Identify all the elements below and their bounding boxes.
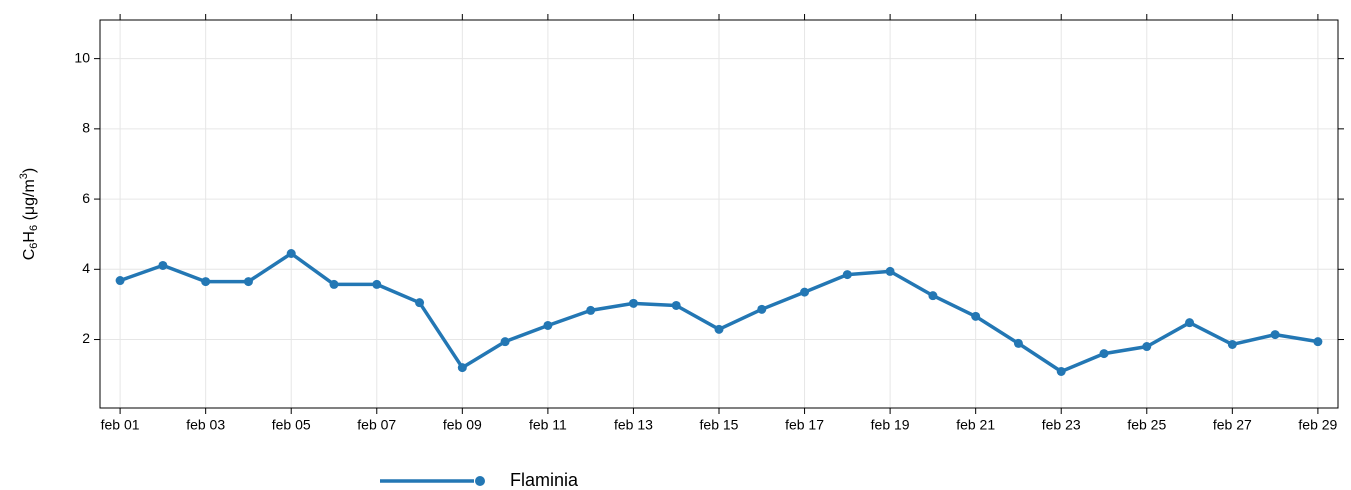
plot-frame — [99, 19, 1339, 409]
point — [671, 300, 681, 310]
point — [372, 279, 382, 289]
y-label-sub: 6 — [28, 225, 40, 231]
legend-label: Flaminia — [510, 470, 579, 490]
point — [1056, 366, 1066, 376]
x-tick-label: feb 09 — [443, 417, 482, 433]
y-tick-label: 6 — [82, 190, 90, 206]
x-tick-label: feb 07 — [357, 417, 396, 433]
y-tick-label: 2 — [82, 330, 90, 346]
point — [115, 276, 125, 286]
point — [1013, 338, 1023, 348]
point — [286, 249, 296, 259]
point — [1313, 337, 1323, 347]
point — [628, 298, 638, 308]
x-tick-label: feb 25 — [1127, 417, 1166, 433]
x-tick-label: feb 01 — [101, 417, 140, 433]
x-tick-label: feb 05 — [272, 417, 311, 433]
y-label-part: H — [21, 231, 38, 243]
x-tick-label: feb 23 — [1042, 417, 1081, 433]
point — [714, 324, 724, 334]
y-tick-label: 4 — [82, 260, 90, 276]
point — [1099, 349, 1109, 359]
x-tick-label: feb 29 — [1298, 417, 1337, 433]
x-tick-label: feb 03 — [186, 417, 225, 433]
x-tick-label: feb 13 — [614, 417, 653, 433]
point — [543, 320, 553, 330]
point — [971, 311, 981, 321]
point — [415, 298, 425, 308]
point — [201, 277, 211, 287]
point — [243, 277, 253, 287]
x-tick-label: feb 19 — [871, 417, 910, 433]
point — [800, 287, 810, 297]
y-label-sub: 6 — [28, 243, 40, 249]
point — [842, 270, 852, 280]
point — [1270, 330, 1280, 340]
point — [1185, 318, 1195, 328]
legend-point — [475, 476, 485, 486]
y-label-part: ) — [21, 168, 38, 173]
y-label-part: C — [21, 249, 38, 261]
x-tick-label: feb 15 — [700, 417, 739, 433]
point — [158, 260, 168, 270]
x-tick-label: feb 11 — [529, 417, 567, 433]
point — [1142, 342, 1152, 352]
point — [329, 279, 339, 289]
point — [885, 266, 895, 276]
point — [1227, 339, 1237, 349]
point — [928, 291, 938, 301]
y-label-sup: 3 — [18, 173, 30, 179]
point — [457, 363, 467, 373]
x-tick-label: feb 21 — [956, 417, 995, 433]
point — [500, 337, 510, 347]
x-tick-label: feb 17 — [785, 417, 824, 433]
point — [757, 304, 767, 314]
x-tick-label: feb 27 — [1213, 417, 1252, 433]
y-axis-label: C6H6 (μg/m3) — [18, 168, 40, 261]
y-tick-label: 10 — [74, 49, 90, 65]
y-tick-label: 8 — [82, 120, 90, 136]
y-label-part: (μg/m — [21, 179, 38, 225]
point — [586, 305, 596, 315]
